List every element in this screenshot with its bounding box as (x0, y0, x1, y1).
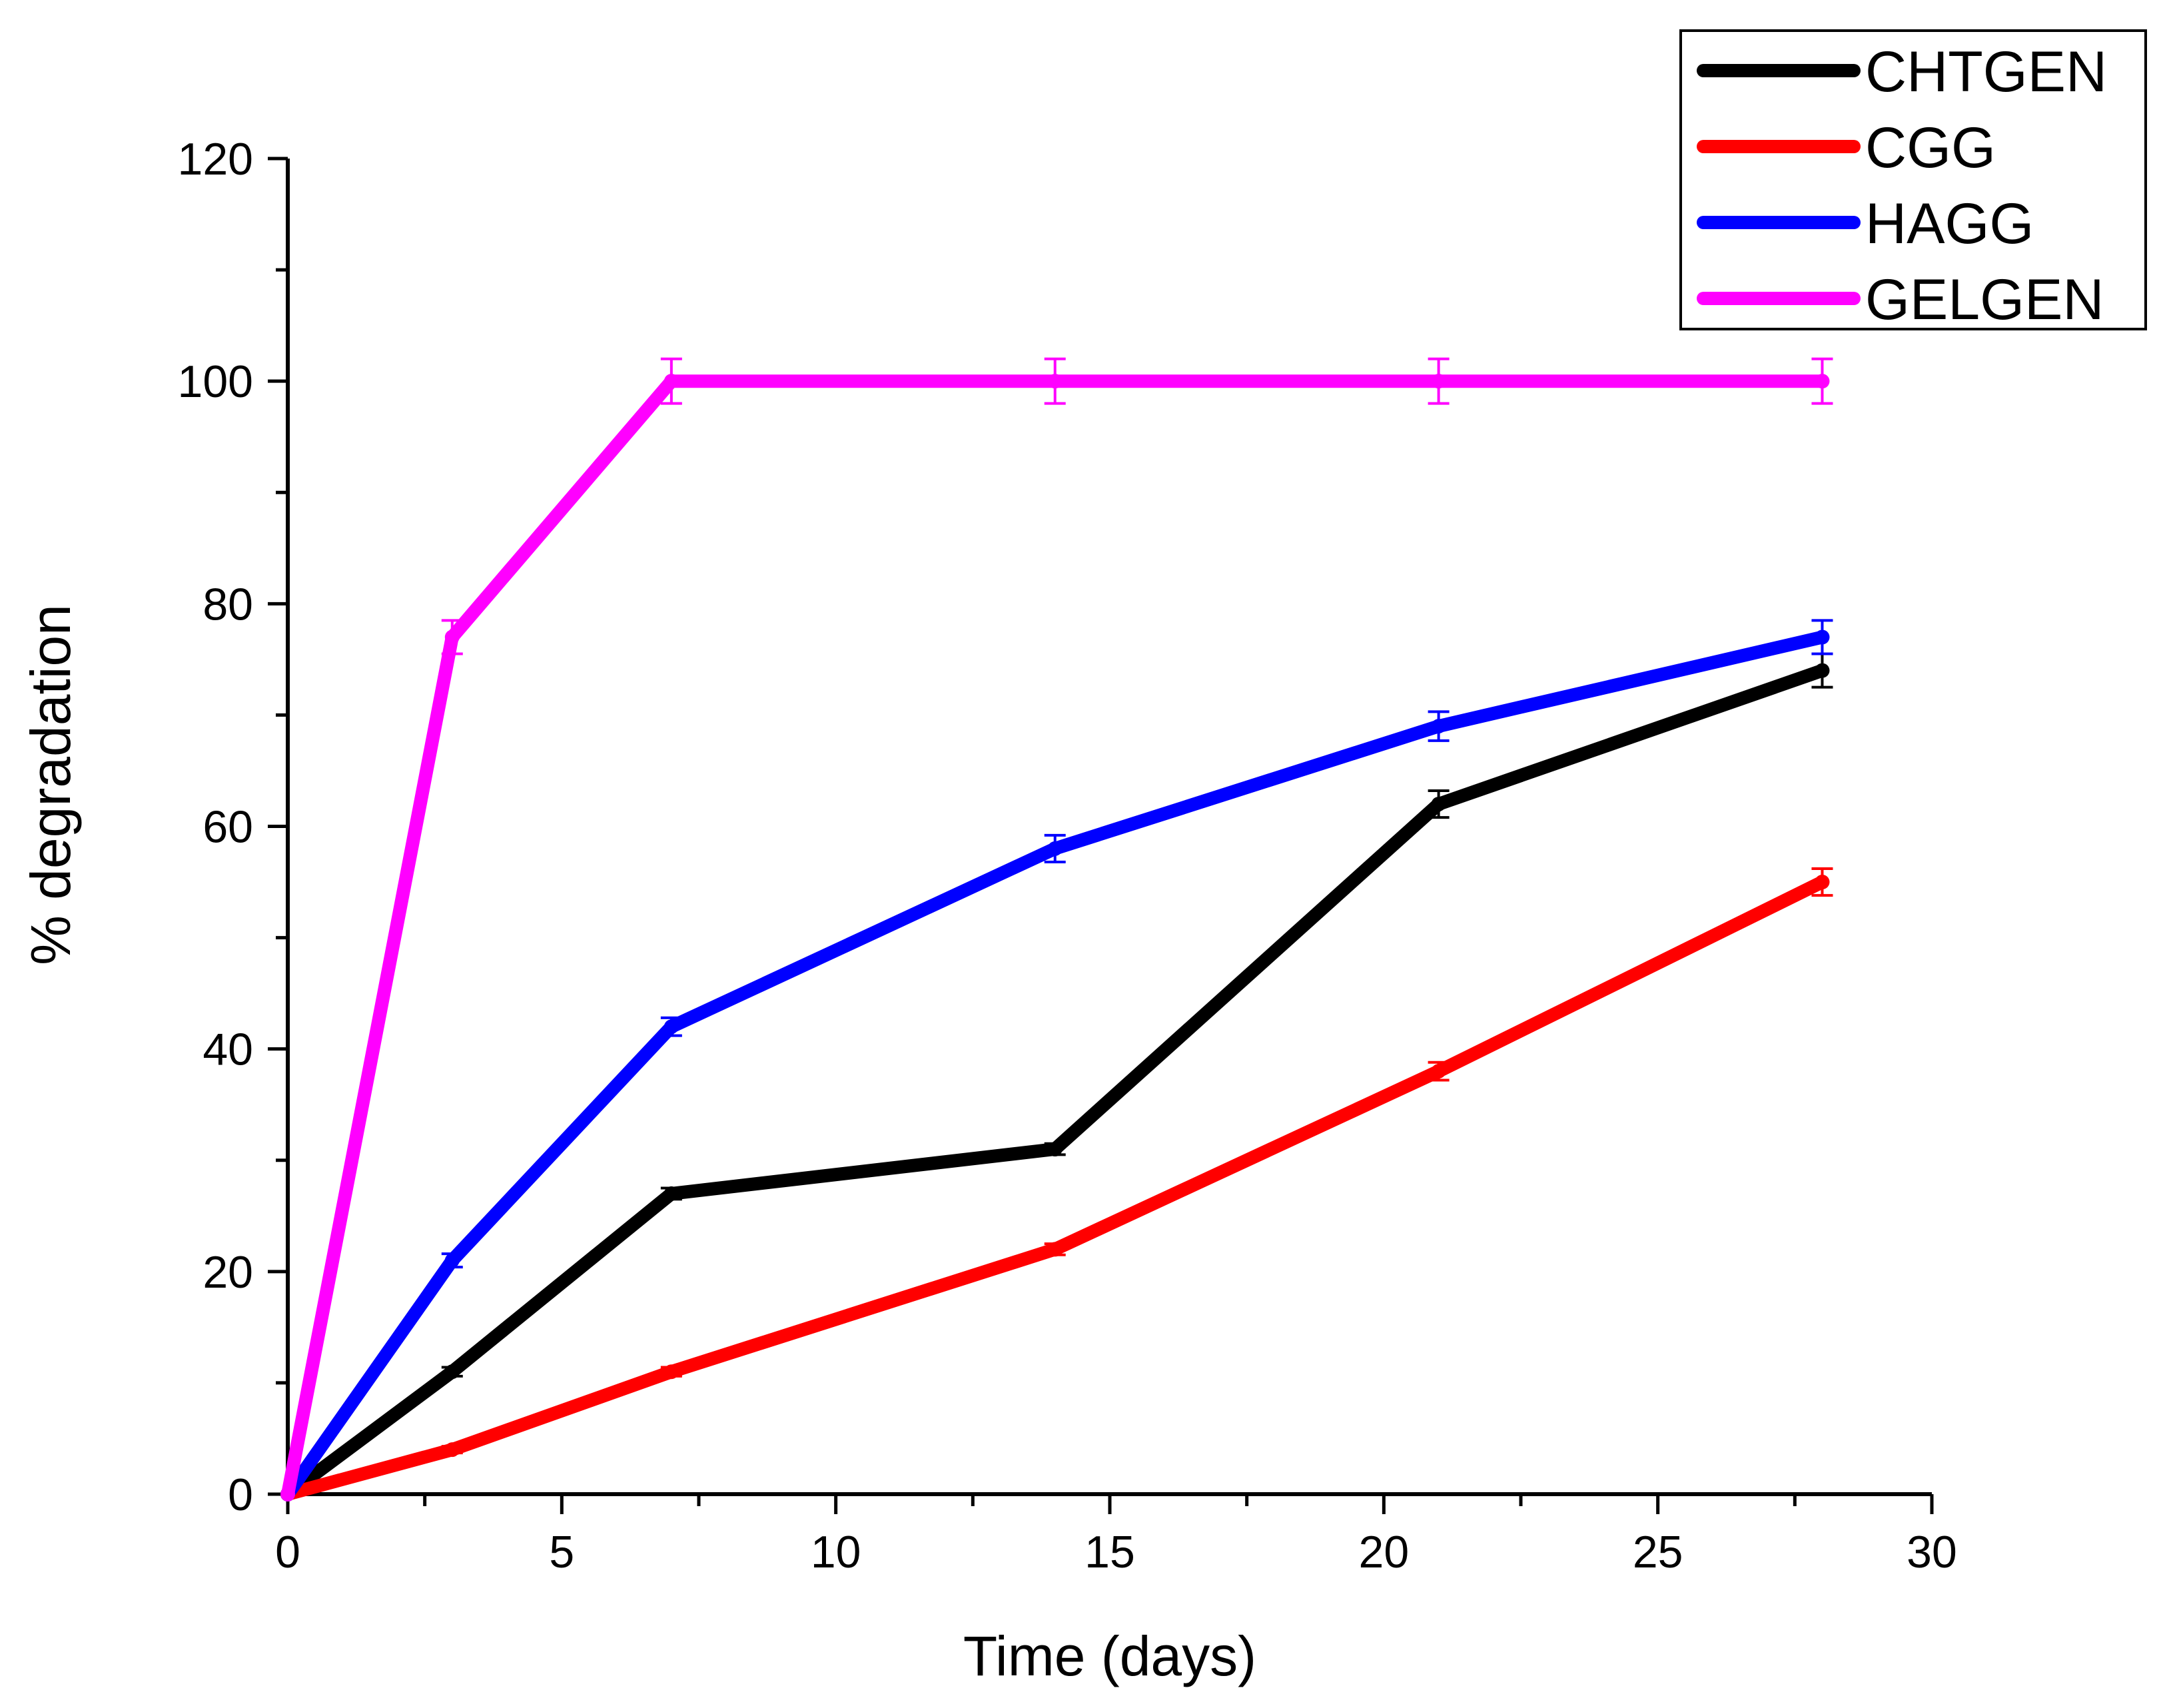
y-tick-label: 120 (178, 134, 253, 185)
series-chtgen (280, 652, 1833, 1501)
y-tick-label: 100 (178, 356, 253, 407)
y-tick-label: 20 (203, 1247, 253, 1298)
x-axis-title: Time (days) (963, 1625, 1256, 1687)
data-point-cgg (663, 1364, 679, 1380)
data-point-gelgen (1815, 374, 1830, 389)
y-tick-label: 80 (203, 579, 253, 630)
legend: CHTGEN CGG HAGG GELGEN (1679, 29, 2147, 332)
data-point-cgg (444, 1442, 460, 1458)
legend-box (1679, 29, 2147, 330)
series-cgg (280, 867, 1833, 1501)
data-point-cgg (1815, 875, 1830, 890)
data-point-chtgen (663, 1186, 679, 1201)
data-point-hagg (1047, 841, 1063, 856)
series-line-cgg (281, 875, 1829, 1501)
x-tick-label: 0 (275, 1527, 300, 1577)
data-point-gelgen (444, 630, 460, 645)
data-point-gelgen (280, 1487, 295, 1501)
data-point-chtgen (1815, 663, 1830, 678)
data-point-chtgen (444, 1364, 460, 1380)
legend-label: HAGG (1865, 192, 2034, 256)
data-point-gelgen (1047, 374, 1063, 389)
y-tick-label: 40 (203, 1025, 253, 1075)
data-point-hagg (663, 1019, 679, 1035)
x-tick-label: 20 (1359, 1527, 1410, 1577)
y-axis-title: % degradation (19, 604, 82, 965)
x-tick-label: 25 (1633, 1527, 1683, 1577)
data-point-hagg (1431, 719, 1446, 734)
data-point-hagg (1815, 630, 1830, 645)
data-point-chtgen (1047, 1142, 1063, 1157)
series-line-gelgen (281, 374, 1829, 1501)
data-point-cgg (1431, 1064, 1446, 1079)
series-hagg (280, 619, 1833, 1501)
x-tick-label: 10 (811, 1527, 861, 1577)
legend-label: CGG (1865, 116, 1996, 180)
series-gelgen (280, 357, 1833, 1501)
series-line-hagg (281, 630, 1829, 1501)
x-tick-label: 30 (1907, 1527, 1957, 1577)
data-point-chtgen (1431, 797, 1446, 812)
x-tick-label: 15 (1084, 1527, 1135, 1577)
legend-label: CHTGEN (1865, 40, 2107, 104)
ticks: 0 5 10 15 20 25 30 0 20 40 60 80 100 120 (178, 134, 1957, 1577)
data-point-gelgen (1431, 374, 1446, 389)
legend-label: GELGEN (1865, 268, 2104, 332)
y-tick-label: 0 (228, 1470, 253, 1520)
data-point-gelgen (663, 374, 679, 389)
y-tick-label: 60 (203, 802, 253, 853)
data-point-cgg (1047, 1242, 1063, 1257)
series-layer (280, 357, 1833, 1501)
x-tick-label: 5 (549, 1527, 574, 1577)
series-line-chtgen (281, 663, 1829, 1501)
data-point-hagg (444, 1253, 460, 1268)
